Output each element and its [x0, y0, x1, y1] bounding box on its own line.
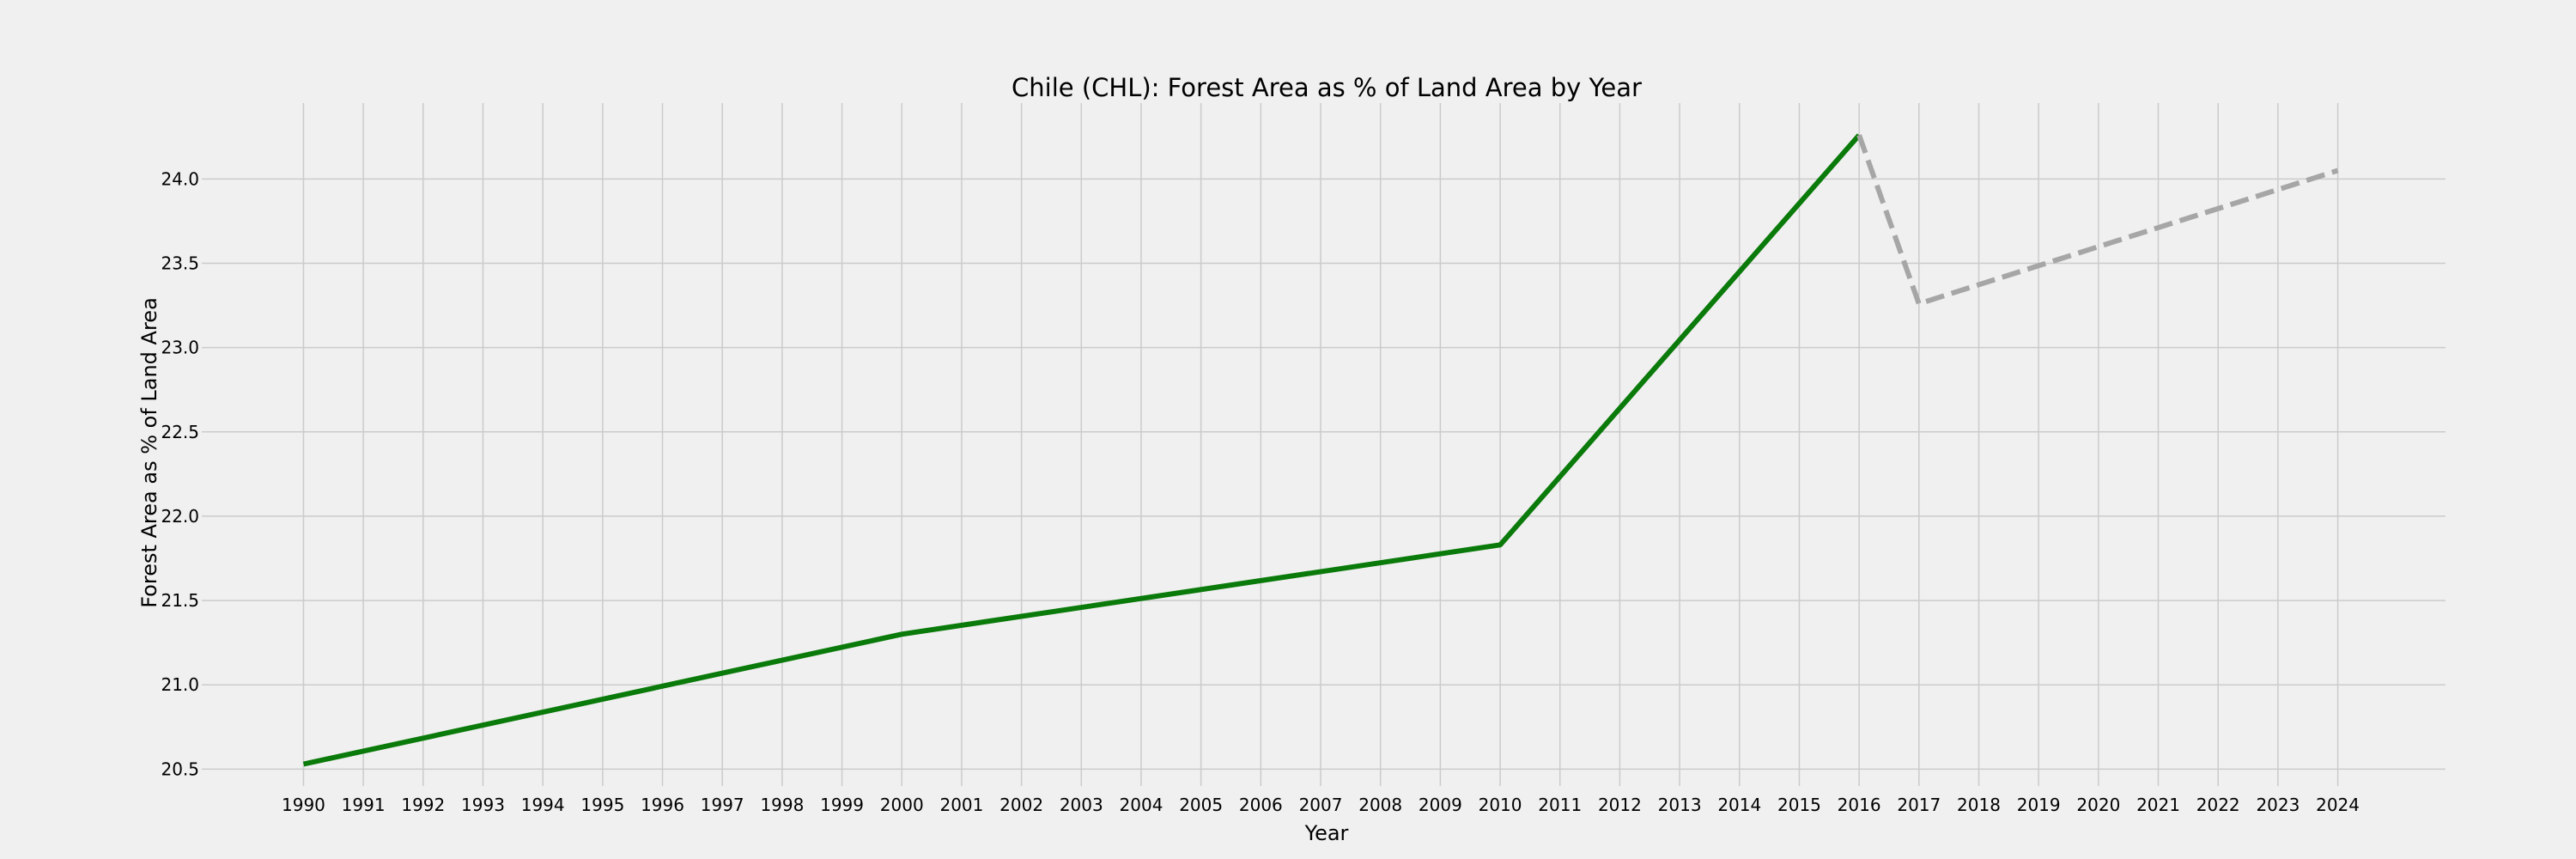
projection-series-line	[1856, 134, 2339, 307]
y-tick-label: 24.0	[161, 168, 199, 189]
x-tick-label: 2006	[1239, 795, 1283, 815]
y-tick-label: 22.5	[161, 422, 199, 442]
y-tick-label: 20.5	[161, 758, 199, 779]
x-tick-label: 1992	[401, 795, 445, 815]
x-tick-label: 2000	[880, 795, 924, 815]
x-tick-label: 1995	[580, 795, 624, 815]
series-lines	[302, 133, 2339, 767]
x-tick-label: 1997	[701, 795, 744, 815]
x-tick-label: 2022	[2196, 795, 2240, 815]
x-tick-label: 2015	[1777, 795, 1821, 815]
x-axis-ticks: 1990 1991 1992 1993 1994 1995 1996 1997 1998 1999…	[282, 795, 2360, 815]
y-tick-label: 23.0	[161, 338, 199, 358]
x-tick-label: 2021	[2136, 795, 2180, 815]
x-tick-label: 2020	[2076, 795, 2120, 815]
y-tick-label: 21.0	[161, 674, 199, 695]
x-tick-label: 1991	[342, 795, 386, 815]
x-tick-label: 1990	[282, 795, 325, 815]
x-tick-label: 1998	[760, 795, 804, 815]
y-tick-label: 22.0	[161, 506, 199, 527]
x-tick-label: 1994	[521, 795, 565, 815]
x-tick-label: 2012	[1598, 795, 1642, 815]
x-tick-label: 1999	[820, 795, 864, 815]
x-tick-label: 1993	[461, 795, 505, 815]
historical-series-line	[302, 133, 1862, 767]
x-tick-label: 2010	[1479, 795, 1522, 815]
x-tick-label: 2019	[2017, 795, 2061, 815]
x-tick-label: 2004	[1120, 795, 1163, 815]
x-tick-label: 2005	[1179, 795, 1223, 815]
x-tick-label: 2009	[1419, 795, 1462, 815]
x-tick-label: 2003	[1060, 795, 1103, 815]
x-tick-label: 2002	[999, 795, 1043, 815]
x-tick-label: 2011	[1538, 795, 1582, 815]
x-tick-label: 2013	[1658, 795, 1702, 815]
grid-lines	[202, 103, 2445, 786]
x-tick-label: 2007	[1299, 795, 1343, 815]
x-tick-label: 2016	[1838, 795, 1881, 815]
chart-title: Chile (CHL): Forest Area as % of Land Ar…	[1012, 73, 1642, 102]
x-tick-label: 2008	[1358, 795, 1402, 815]
x-tick-label: 2001	[939, 795, 983, 815]
x-axis-title: Year	[1304, 821, 1349, 845]
y-tick-label: 23.5	[161, 253, 199, 273]
x-tick-label: 2017	[1897, 795, 1941, 815]
x-tick-label: 2024	[2316, 795, 2360, 815]
y-axis-title: Forest Area as % of Land Area	[137, 297, 161, 608]
x-tick-label: 1996	[641, 795, 684, 815]
y-axis-ticks: 20.5 21.0 21.5 22.0 22.5 23.0 23.5 24.0	[161, 168, 199, 779]
x-tick-label: 2014	[1717, 795, 1761, 815]
x-tick-label: 2023	[2256, 795, 2300, 815]
y-tick-label: 21.5	[161, 590, 199, 611]
x-tick-label: 2018	[1957, 795, 2001, 815]
